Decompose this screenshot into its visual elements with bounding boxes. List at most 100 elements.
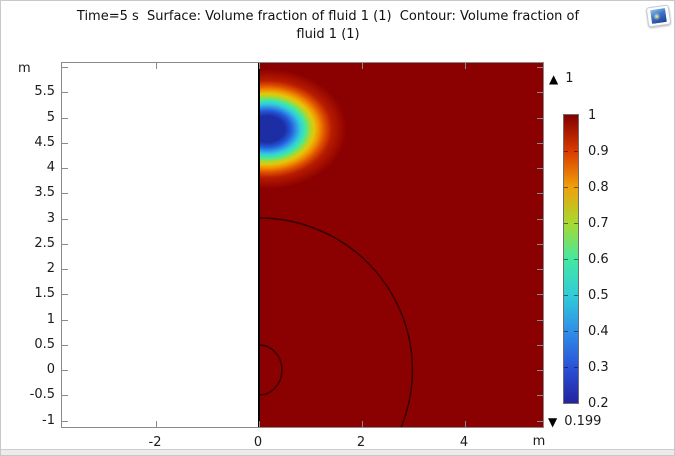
max-value-label: 1 <box>565 71 574 86</box>
y-tick <box>537 244 543 245</box>
y-tick-label: 3 <box>46 211 55 226</box>
colorbar-min-marker: ▼ 0.199 <box>548 414 601 429</box>
contour-lines <box>259 217 414 427</box>
max-triangle-icon: ▲ <box>549 71 559 86</box>
x-tick <box>362 421 363 427</box>
colorbar-tick-label: 0.2 <box>588 396 609 411</box>
plot-title-line1: Time=5 s Surface: Volume fraction of flu… <box>76 9 580 24</box>
y-tick <box>537 421 543 422</box>
y-axis-unit-label: m <box>18 61 31 76</box>
plot-image-icon-thumbnail <box>650 8 667 24</box>
y-tick <box>537 118 543 119</box>
contour-circle-small <box>259 344 283 396</box>
colorbar-max-marker: ▲ 1 <box>549 71 574 86</box>
bubble-volume-fraction-gradient <box>259 63 543 427</box>
y-tick-label: 4.5 <box>34 135 55 150</box>
colorbar-tick <box>564 187 568 188</box>
colorbar-tick-label: 0.6 <box>588 252 609 267</box>
x-tick-label: 4 <box>459 435 469 450</box>
colorbar-tick-label: 0.3 <box>588 360 609 375</box>
y-tick-label: 1 <box>46 312 55 327</box>
colorbar-tick-label: 0.5 <box>588 288 609 303</box>
y-tick-label: 1.5 <box>34 286 55 301</box>
x-tick-label: -2 <box>148 435 162 450</box>
y-tick <box>62 421 68 422</box>
x-tick <box>465 421 466 427</box>
y-tick <box>62 395 68 396</box>
colorbar-tick <box>574 331 578 332</box>
x-tick-label: 0 <box>253 435 263 450</box>
y-tick-label: -1 <box>42 413 55 428</box>
y-tick <box>537 395 543 396</box>
x-tick <box>156 63 157 69</box>
colorbar-tick <box>564 295 568 296</box>
y-tick <box>62 320 68 321</box>
x-tick-label: 2 <box>356 435 366 450</box>
y-tick <box>62 269 68 270</box>
min-triangle-icon: ▼ <box>548 414 558 429</box>
y-tick <box>62 370 68 371</box>
fluid-surface-region <box>259 63 543 427</box>
x-tick <box>259 63 260 69</box>
colorbar-tick <box>574 223 578 224</box>
colorbar-tick <box>564 151 568 152</box>
y-tick <box>62 168 68 169</box>
colorbar-tick <box>574 295 578 296</box>
y-tick <box>62 143 68 144</box>
colorbar-tick <box>564 331 568 332</box>
x-tick <box>259 421 260 427</box>
colorbar-tick <box>574 151 578 152</box>
y-tick <box>537 320 543 321</box>
y-tick <box>537 269 543 270</box>
y-tick <box>537 168 543 169</box>
plot-title: Time=5 s Surface: Volume fraction of flu… <box>13 8 643 44</box>
y-tick <box>62 118 68 119</box>
colorbar-tick <box>564 367 568 368</box>
plot-title-line2: fluid 1 (1) <box>296 27 360 42</box>
y-tick <box>537 294 543 295</box>
y-tick <box>62 345 68 346</box>
plot-area[interactable] <box>61 62 544 428</box>
y-tick <box>537 219 543 220</box>
x-axis-unit-label: m <box>532 434 546 449</box>
y-tick-label: -0.5 <box>29 387 55 402</box>
y-tick-label: 2 <box>46 261 55 276</box>
colorbar-tick-label: 1 <box>588 108 597 123</box>
y-tick-label: 2.5 <box>34 236 55 251</box>
colorbar <box>563 114 579 404</box>
y-tick-label: 5.5 <box>34 84 55 99</box>
colorbar-tick <box>564 223 568 224</box>
y-tick-label: 4 <box>46 160 55 175</box>
plot-image-icon[interactable] <box>645 4 672 28</box>
x-tick <box>465 63 466 69</box>
y-tick-label: 0 <box>46 362 55 377</box>
y-tick <box>537 143 543 144</box>
y-tick <box>537 67 543 68</box>
x-tick <box>362 63 363 69</box>
y-tick <box>62 193 68 194</box>
y-tick <box>62 92 68 93</box>
min-value-label: 0.199 <box>564 414 602 429</box>
y-tick <box>537 193 543 194</box>
colorbar-tick-label: 0.4 <box>588 324 609 339</box>
y-tick-label: 0.5 <box>34 337 55 352</box>
y-tick <box>62 294 68 295</box>
y-tick <box>62 219 68 220</box>
y-tick <box>62 67 68 68</box>
colorbar-tick-label: 0.7 <box>588 216 609 231</box>
colorbar-tick <box>564 259 568 260</box>
colorbar-tick-label: 0.8 <box>588 180 609 195</box>
window-bottom-edge <box>1 449 674 455</box>
y-tick <box>537 370 543 371</box>
symmetry-axis-line <box>258 63 260 427</box>
colorbar-tick <box>574 187 578 188</box>
colorbar-tick <box>574 259 578 260</box>
y-tick <box>537 345 543 346</box>
x-tick <box>156 421 157 427</box>
y-tick-label: 3.5 <box>34 185 55 200</box>
y-tick-label: 5 <box>46 110 55 125</box>
y-tick <box>537 92 543 93</box>
contour-circle-large <box>259 217 414 427</box>
y-tick <box>62 244 68 245</box>
